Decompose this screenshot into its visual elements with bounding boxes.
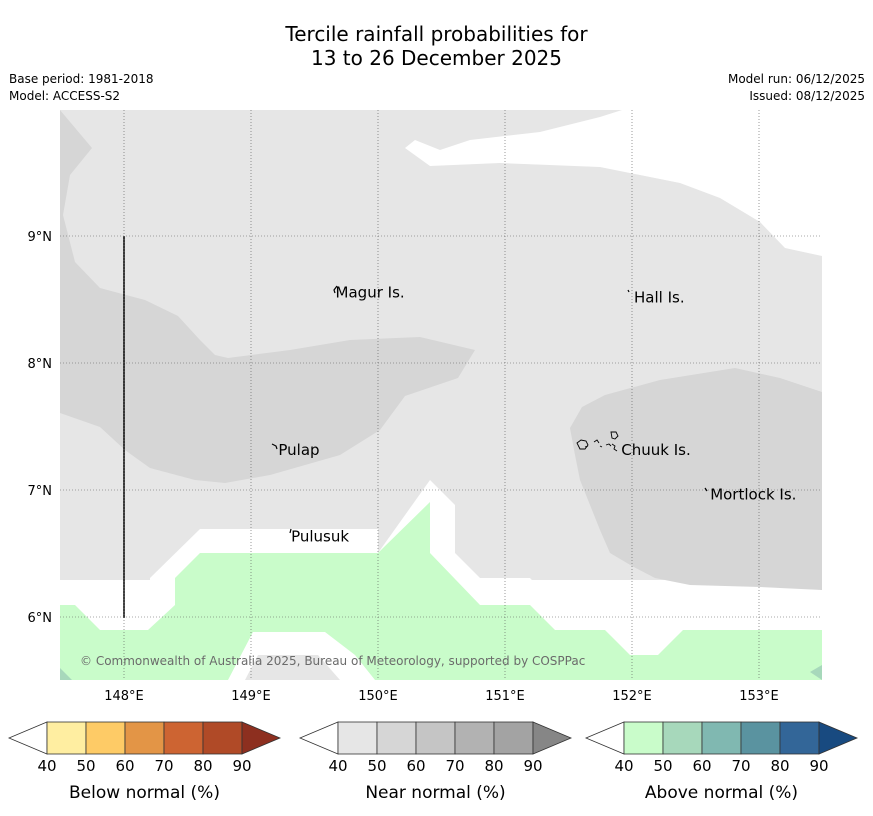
- legend-swatch: [701, 721, 742, 755]
- legend-tick-label: 50: [367, 757, 386, 775]
- legend-upper-extension: [818, 721, 859, 755]
- map-area: [60, 110, 822, 680]
- model-name: Model: ACCESS-S2: [9, 89, 121, 103]
- legend-swatch: [85, 721, 126, 755]
- legend-colorbar: 40 50 60 70 80 90 Near normal (%): [298, 721, 573, 803]
- legend-swatch: [779, 721, 820, 755]
- above-normal-gap-inner: [245, 655, 340, 680]
- legend-tick-label: 90: [232, 757, 251, 775]
- near-normal-50-region-east: [570, 368, 822, 590]
- above-normal-50-patch: [60, 668, 72, 680]
- legend-title: Above normal (%): [645, 783, 798, 803]
- legend-tick-label: 70: [731, 757, 750, 775]
- longitude-label: 153°E: [739, 689, 779, 704]
- base-period: Base period: 1981-2018: [9, 72, 154, 86]
- legend-swatch: [662, 721, 703, 755]
- latitude-label: 8°N: [28, 357, 53, 372]
- legend-lower-extension: [298, 721, 339, 755]
- legend-swatch: [623, 721, 664, 755]
- longitude-label: 151°E: [485, 689, 525, 704]
- meta-left: Base period: 1981-2018 Model: ACCESS-S2: [9, 71, 154, 105]
- legend-tick-label: 50: [76, 757, 95, 775]
- place-label: Pulap: [278, 441, 319, 459]
- legend-tick-label: 90: [809, 757, 828, 775]
- legend-swatch: [163, 721, 204, 755]
- legend-upper-extension: [241, 721, 282, 755]
- place-label: Chuuk Is.: [621, 441, 690, 459]
- legend-swatch: [124, 721, 165, 755]
- legend-swatch: [454, 721, 495, 755]
- mortlock-island-shape: [704, 487, 708, 492]
- legend-colorbar: 40 50 60 70 80 90 Below normal (%): [7, 721, 282, 803]
- legend-tick-label: 80: [770, 757, 789, 775]
- legend-lower-extension: [7, 721, 48, 755]
- legend-tick-label: 60: [115, 757, 134, 775]
- pulap-island-shape: [271, 443, 278, 450]
- map-title: Tercile rainfall probabilities for 13 to…: [0, 22, 873, 70]
- copyright-notice: © Commonwealth of Australia 2025, Bureau…: [80, 654, 585, 668]
- title-line-1: Tercile rainfall probabilities for: [285, 22, 588, 46]
- legend-tick-label: 50: [653, 757, 672, 775]
- legend-tick-label: 70: [445, 757, 464, 775]
- pulusuk-island-shape: [289, 528, 292, 534]
- longitude-label: 152°E: [612, 689, 652, 704]
- longitude-label: 149°E: [231, 689, 271, 704]
- legend-swatch: [493, 721, 534, 755]
- latitude-label: 9°N: [28, 230, 53, 245]
- meta-right: Model run: 06/12/2025 Issued: 08/12/2025: [728, 71, 865, 105]
- latitude-label: 6°N: [28, 611, 53, 626]
- model-run: Model run: 06/12/2025: [727, 72, 865, 86]
- graticule: [60, 110, 822, 680]
- issued-date: Issued: 08/12/2025: [749, 89, 865, 103]
- title-line-2: 13 to 26 December 2025: [310, 46, 562, 70]
- near-normal-50-region-west: [60, 110, 475, 483]
- legend-lower-extension: [584, 721, 625, 755]
- legend-tick-label: 90: [523, 757, 542, 775]
- legend-upper-extension: [532, 721, 573, 755]
- graticule-labels: 9°N 8°N 7°N 6°N 148°E 149°E 150°E 151°E 152°E 153…: [28, 230, 779, 704]
- latitude-label: 7°N: [28, 484, 53, 499]
- above-normal-50-patch-east: [810, 665, 822, 680]
- place-label: Pulusuk: [291, 527, 349, 545]
- legend-title: Near normal (%): [365, 783, 505, 803]
- legend-swatch: [376, 721, 417, 755]
- legend-tick-label: 80: [193, 757, 212, 775]
- place-labels: Magur Is. Hall Is. Pulap Chuuk Is. Mortlock …: [278, 284, 796, 546]
- legend-tick-label: 40: [614, 757, 633, 775]
- place-label: Mortlock Is.: [710, 486, 796, 504]
- magur-island-shape: [333, 285, 338, 294]
- place-label: Hall Is.: [634, 289, 685, 307]
- legend-tick-label: 80: [484, 757, 503, 775]
- longitude-label: 148°E: [104, 689, 144, 704]
- legend-swatch: [415, 721, 456, 755]
- above-normal-40-region: [60, 502, 822, 680]
- place-label: Magur Is.: [336, 284, 405, 302]
- legend-tick-label: 40: [328, 757, 347, 775]
- legend-tick-label: 60: [406, 757, 425, 775]
- hall-island-shape: [627, 289, 630, 293]
- legend-tick-label: 60: [692, 757, 711, 775]
- legend-colorbar: 40 50 60 70 80 90 Above normal (%): [584, 721, 859, 803]
- legend-swatch: [740, 721, 781, 755]
- island-outlines: [271, 285, 708, 534]
- longitude-label: 150°E: [358, 689, 398, 704]
- legend-title: Below normal (%): [69, 783, 220, 803]
- legend-area: 40 50 60 70 80 90 Below normal (%) 40 50 60 70 80 90…: [7, 721, 859, 803]
- legend-swatch: [46, 721, 87, 755]
- legend-swatch: [337, 721, 378, 755]
- legend-tick-label: 70: [154, 757, 173, 775]
- legend-tick-label: 40: [37, 757, 56, 775]
- chuuk-lagoon-shape: [576, 431, 619, 452]
- legend-swatch: [202, 721, 243, 755]
